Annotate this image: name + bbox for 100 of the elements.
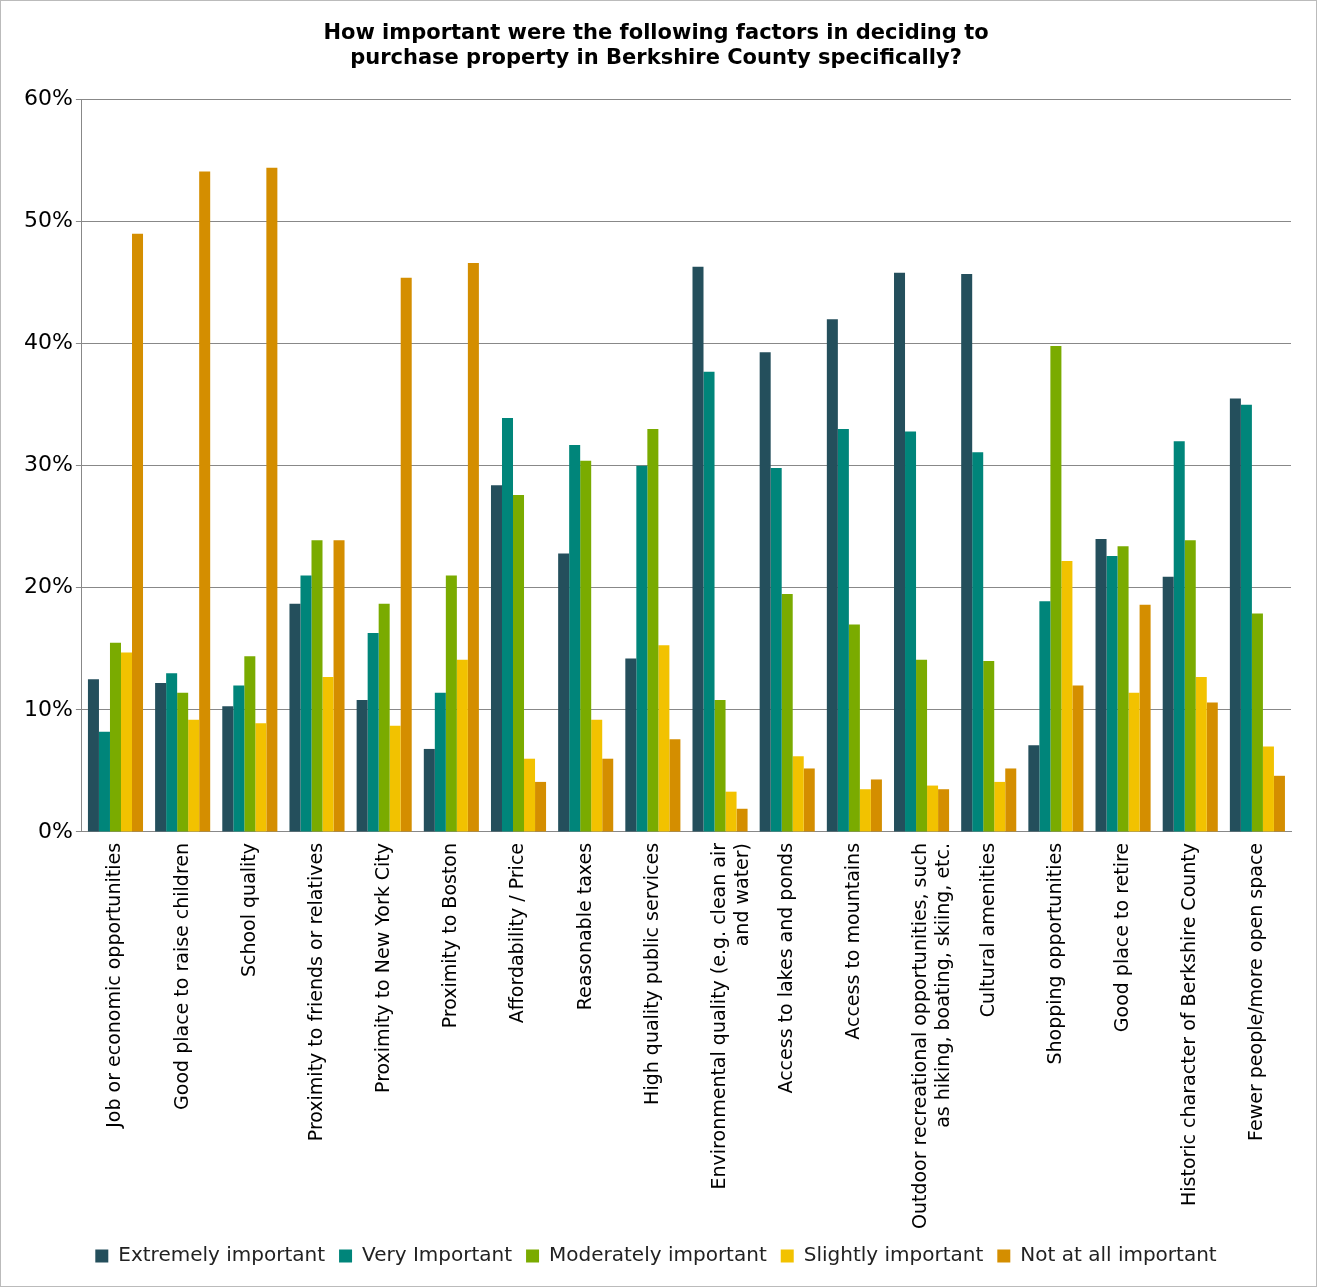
x-tick-label: Good place to retire — [1110, 842, 1133, 1033]
bar — [389, 725, 401, 832]
bar — [188, 719, 200, 832]
bar — [781, 593, 793, 832]
bar — [244, 656, 256, 832]
bar — [266, 167, 278, 832]
bar — [289, 603, 301, 832]
bar — [1128, 692, 1140, 832]
bar — [1139, 604, 1151, 832]
bar — [669, 739, 681, 832]
bar — [692, 266, 704, 832]
bar — [894, 272, 906, 832]
bar — [725, 791, 737, 832]
legend-label: Moderately important — [549, 1242, 767, 1267]
bar — [837, 429, 849, 832]
bar — [558, 553, 570, 832]
bar — [513, 494, 525, 832]
bar — [322, 676, 334, 832]
bar — [400, 277, 412, 832]
bar — [98, 731, 110, 832]
bar — [870, 779, 882, 832]
bar — [467, 263, 479, 832]
bar — [826, 319, 838, 832]
x-tick-label: High quality public services — [639, 842, 662, 1105]
bar — [177, 692, 189, 832]
bar — [456, 659, 468, 832]
bar — [859, 789, 871, 832]
bar — [166, 673, 178, 832]
bar — [905, 431, 917, 832]
y-tick-label: 20% — [23, 573, 73, 599]
bar — [535, 781, 547, 832]
bar — [1262, 746, 1274, 832]
bar — [1173, 441, 1185, 832]
bar — [222, 706, 234, 832]
legend-label: Not at all important — [1020, 1242, 1217, 1267]
x-tick-label: School quality — [236, 842, 259, 978]
bar — [132, 233, 144, 832]
bar — [1005, 768, 1017, 832]
bar — [580, 460, 592, 832]
bar — [356, 700, 368, 832]
bar — [759, 352, 771, 832]
x-tick-label: Historic character of Berkshire County — [1177, 842, 1200, 1207]
bar — [1106, 556, 1118, 832]
bar — [1028, 745, 1040, 832]
bar — [367, 632, 379, 832]
bar — [658, 645, 670, 832]
bar — [714, 700, 726, 832]
bar — [848, 624, 860, 832]
x-tick-label: Affordability / Price — [505, 842, 528, 1024]
bar — [569, 444, 581, 832]
bar — [1072, 685, 1084, 832]
bar — [927, 785, 939, 832]
bar — [1095, 538, 1107, 832]
bar — [647, 429, 659, 832]
bar — [1240, 404, 1252, 832]
bar — [636, 465, 648, 832]
bar — [1273, 775, 1285, 832]
y-tick-label: 40% — [23, 329, 73, 355]
y-tick-label: 10% — [23, 695, 73, 721]
y-tick-label: 0% — [37, 817, 73, 843]
bar — [961, 273, 973, 832]
bar — [87, 679, 99, 832]
bar — [155, 683, 167, 832]
bar — [109, 642, 121, 832]
bar — [1206, 702, 1218, 832]
chart-title: How important were the following factors in deciding to purchase property in Berkshire County specifically? — [323, 20, 989, 70]
bar — [233, 685, 245, 832]
bar — [703, 371, 715, 832]
bar — [1050, 346, 1062, 832]
bar — [916, 659, 928, 832]
bar — [983, 661, 995, 832]
bar — [311, 540, 323, 832]
bar — [501, 418, 514, 832]
x-tick-label: Proximity to Boston — [438, 842, 461, 1029]
x-tick-label: Reasonable taxes — [572, 842, 595, 1011]
bar — [300, 575, 312, 832]
x-tick-label: Cultural amenities — [975, 842, 998, 1018]
bar — [490, 485, 502, 832]
bar — [770, 468, 782, 832]
bar — [972, 452, 984, 832]
x-tick-label: Proximity to friends or relatives — [303, 842, 326, 1142]
legend-label: Extremely important — [118, 1242, 326, 1267]
bar — [524, 758, 536, 832]
bar — [120, 652, 133, 832]
bar — [434, 692, 446, 832]
x-tick-label: Good place to raise children — [169, 842, 192, 1110]
bar — [1229, 398, 1241, 832]
y-tick-label: 50% — [23, 207, 73, 233]
x-tick-label: Access to mountains — [841, 842, 864, 1040]
legend-label: Very Important — [362, 1242, 513, 1267]
bar — [1117, 546, 1129, 832]
bar — [1162, 576, 1174, 832]
bar — [792, 756, 804, 832]
bar — [1195, 676, 1207, 832]
bar — [1251, 613, 1263, 832]
bar — [994, 781, 1006, 832]
x-tick-label: Shopping opportunities — [1042, 842, 1065, 1065]
bar — [445, 575, 457, 832]
x-tick-label: Access to lakes and ponds — [774, 842, 797, 1094]
bar — [333, 540, 345, 832]
